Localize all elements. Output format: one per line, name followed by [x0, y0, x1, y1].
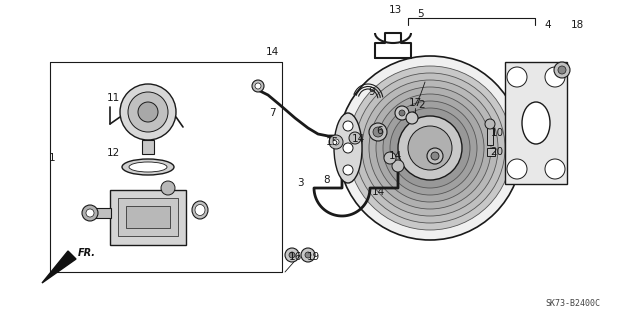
Text: 2: 2 [419, 100, 426, 110]
Circle shape [545, 159, 565, 179]
Circle shape [558, 66, 566, 74]
Bar [93, 208, 111, 218]
Circle shape [485, 119, 495, 129]
Circle shape [343, 143, 353, 153]
Circle shape [138, 102, 158, 122]
Circle shape [355, 73, 505, 223]
Polygon shape [42, 251, 76, 283]
Circle shape [390, 108, 470, 188]
Circle shape [369, 123, 387, 141]
Circle shape [349, 132, 361, 144]
Circle shape [427, 148, 443, 164]
Text: 14: 14 [351, 134, 365, 144]
Bar [126, 206, 170, 228]
Circle shape [305, 252, 311, 258]
Text: 7: 7 [269, 108, 275, 118]
Circle shape [289, 252, 295, 258]
Circle shape [399, 110, 405, 116]
Ellipse shape [522, 102, 550, 144]
Bar [487, 148, 495, 156]
Circle shape [383, 101, 477, 195]
Text: 13: 13 [388, 5, 402, 15]
Circle shape [554, 62, 570, 78]
Text: 12: 12 [106, 148, 120, 158]
Text: SK73-B2400C: SK73-B2400C [545, 299, 600, 308]
Circle shape [161, 181, 175, 195]
Circle shape [120, 84, 176, 140]
Circle shape [333, 139, 339, 145]
Text: 4: 4 [545, 20, 551, 30]
Circle shape [392, 160, 404, 172]
Bar [142, 140, 154, 154]
Text: 14: 14 [388, 151, 402, 161]
Text: 8: 8 [324, 175, 330, 185]
Circle shape [285, 248, 299, 262]
Circle shape [86, 209, 94, 217]
Bar [487, 127, 493, 145]
Circle shape [384, 152, 396, 164]
Text: 15: 15 [325, 137, 339, 147]
Ellipse shape [122, 159, 174, 175]
Circle shape [431, 152, 439, 160]
Circle shape [128, 92, 168, 132]
Circle shape [82, 205, 98, 221]
Text: 19: 19 [307, 252, 319, 262]
Circle shape [507, 67, 527, 87]
Ellipse shape [129, 162, 167, 172]
Ellipse shape [192, 201, 208, 219]
Circle shape [301, 248, 315, 262]
Circle shape [376, 94, 484, 202]
Circle shape [343, 121, 353, 131]
Circle shape [252, 80, 264, 92]
Text: 14: 14 [371, 187, 385, 197]
Circle shape [395, 106, 409, 120]
Circle shape [338, 56, 522, 240]
Text: 3: 3 [297, 178, 303, 188]
Text: 6: 6 [377, 126, 383, 136]
Circle shape [369, 87, 491, 209]
Text: 10: 10 [490, 128, 504, 138]
Circle shape [362, 80, 498, 216]
Text: 1: 1 [49, 153, 55, 163]
Circle shape [545, 67, 565, 87]
Circle shape [408, 126, 452, 170]
Circle shape [329, 135, 343, 149]
Bar [110, 190, 186, 245]
Text: FR.: FR. [78, 248, 96, 258]
Circle shape [348, 66, 512, 230]
Circle shape [373, 127, 383, 137]
Bar [118, 198, 178, 236]
Text: 18: 18 [570, 20, 584, 30]
Text: 5: 5 [417, 9, 423, 19]
Text: 17: 17 [408, 98, 422, 108]
Circle shape [406, 112, 418, 124]
Circle shape [255, 83, 261, 89]
Circle shape [507, 159, 527, 179]
Ellipse shape [334, 113, 362, 183]
Text: 14: 14 [266, 47, 278, 57]
Text: 11: 11 [106, 93, 120, 103]
Ellipse shape [195, 204, 205, 216]
Text: 20: 20 [490, 147, 504, 157]
Circle shape [343, 165, 353, 175]
Text: 16: 16 [289, 252, 301, 262]
Circle shape [398, 116, 462, 180]
Bar [505, 62, 567, 184]
Text: 9: 9 [369, 87, 375, 97]
